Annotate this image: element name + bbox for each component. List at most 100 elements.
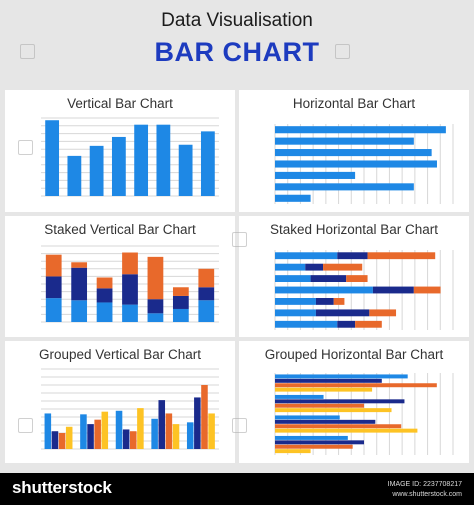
bar [134, 124, 149, 196]
bar-segment [45, 298, 62, 322]
chart-title: Grouped Vertical Bar Chart [38, 347, 202, 362]
bar [65, 426, 73, 449]
bar [275, 194, 311, 202]
bar-segment [198, 268, 215, 288]
bar [165, 413, 173, 449]
bar-segment [315, 298, 334, 305]
horizontal-bar-chart-panel: Horizontal Bar Chart [239, 90, 469, 212]
header: Data Visualisation BAR CHART [0, 0, 474, 86]
bar-segment [172, 287, 189, 296]
bar-segment [275, 286, 373, 294]
chart-title: Horizontal Bar Chart [292, 96, 416, 111]
bar [208, 413, 215, 449]
bar [44, 413, 52, 449]
bar [275, 394, 324, 399]
bar-segment [45, 276, 62, 299]
header-subtitle: Data Visualisation [161, 10, 313, 31]
grouped-vertical-bar-chart-panel: Grouped Vertical Bar Chart [5, 341, 235, 463]
bar [275, 403, 364, 408]
bar-segment [71, 262, 88, 268]
grouped-horizontal-bar-chart-panel: Grouped Horizontal Bar Chart [239, 341, 469, 463]
footer: shutterstock IMAGE ID: 2237708217 www.sh… [0, 473, 474, 505]
header-title: BAR CHART [154, 37, 320, 67]
bar-segment [337, 320, 356, 328]
bar-segment [413, 286, 441, 294]
grouped-vertical-bar-chart [41, 368, 219, 450]
bar [80, 414, 87, 449]
bar-segment [96, 288, 113, 303]
bar-segment [122, 304, 138, 322]
bar [137, 408, 144, 449]
footer-meta: IMAGE ID: 2237708217 www.shutterstock.co… [388, 480, 462, 500]
bar-segment [333, 298, 345, 305]
bar-segment [275, 263, 306, 271]
bar-segment [315, 309, 370, 317]
bar-segment [122, 274, 138, 305]
bar [122, 429, 130, 449]
bar [156, 124, 171, 196]
bar [275, 444, 353, 449]
bar-segment [172, 308, 189, 322]
bar-segment [147, 299, 164, 314]
bar-segment [172, 295, 189, 309]
bar [94, 419, 101, 449]
image-id: IMAGE ID: 2237708217 [387, 481, 462, 488]
bar-segment [71, 267, 88, 301]
bar-segment [275, 252, 338, 260]
bar-segment [147, 313, 164, 322]
bar [275, 428, 418, 433]
bar-segment [96, 277, 113, 289]
footer-logo: shutterstock [12, 478, 112, 497]
bar-segment [96, 302, 113, 322]
bar [275, 419, 376, 424]
bar [275, 374, 408, 379]
bar [275, 149, 432, 157]
bar [51, 431, 59, 449]
bar [275, 126, 446, 134]
bar-segment [323, 263, 363, 271]
bar [111, 136, 126, 196]
bar-segment [45, 254, 62, 277]
grouped-horizontal-bar-chart [274, 373, 454, 455]
bar [186, 422, 194, 449]
bar [178, 144, 193, 196]
bar-segment [275, 320, 338, 328]
bar [275, 408, 392, 413]
bar [115, 410, 123, 449]
bar-segment [355, 320, 382, 328]
stacked-vertical-bar-chart-panel: Staked Vertical Bar Chart [5, 216, 235, 337]
bar-segment [305, 263, 324, 271]
bar-segment [71, 300, 88, 322]
bar [45, 120, 60, 196]
bar-segment [147, 256, 164, 300]
stacked-horizontal-bar-chart-panel: Staked Horizontal Bar Chart [239, 216, 469, 337]
bar [275, 383, 437, 388]
chart-title: Vertical Bar Chart [67, 96, 173, 111]
bar-segment [275, 298, 316, 305]
bar [275, 378, 382, 383]
bar-segment [275, 309, 316, 317]
bar-segment [198, 300, 215, 322]
bar [194, 397, 201, 449]
stacked-vertical-bar-chart [41, 245, 219, 323]
bar [158, 400, 166, 449]
bar [89, 145, 104, 196]
bar [201, 385, 208, 449]
bar-segment [346, 275, 368, 282]
bar [275, 424, 402, 429]
bar-segment [372, 286, 414, 294]
vertical-bar-chart [41, 117, 219, 197]
bar [130, 431, 137, 449]
chart-title: Staked Horizontal Bar Chart [269, 222, 439, 237]
bar [58, 433, 66, 449]
vertical-bar-chart-panel: Vertical Bar Chart [5, 90, 235, 212]
bar-segment [337, 252, 368, 260]
bar [275, 171, 356, 179]
site-url: www.shutterstock.com [392, 491, 462, 498]
bar-segment [369, 309, 397, 317]
bar [275, 387, 373, 392]
bar-segment [310, 275, 347, 282]
bar [101, 411, 109, 449]
horizontal-bar-chart [274, 124, 454, 204]
chart-title: Grouped Horizontal Bar Chart [264, 347, 444, 362]
